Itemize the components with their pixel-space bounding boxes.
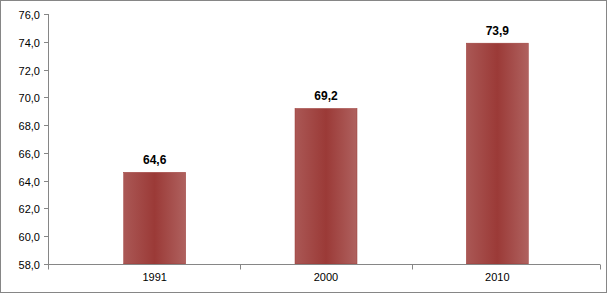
y-tick [44,14,48,15]
y-tick-label: 70,0 [19,92,40,104]
y-tick [44,125,48,126]
y-tick-label: 72,0 [19,65,40,77]
y-tick-label: 66,0 [19,148,40,160]
y-tick-label: 76,0 [19,9,40,21]
y-tick-label: 60,0 [19,231,40,243]
x-tick-label: 2000 [314,271,338,283]
y-tick [44,97,48,98]
x-tick [48,265,49,270]
y-tick-label: 62,0 [19,203,40,215]
y-tick [44,70,48,71]
bar [124,172,186,264]
x-tick-label: 2010 [485,271,509,283]
data-label: 69,2 [314,89,338,103]
y-tick [44,236,48,237]
y-tick [44,264,48,265]
chart-frame [1,1,607,293]
x-tick [240,265,241,270]
y-tick [44,42,48,43]
bars [124,43,529,264]
y-tick-label: 58,0 [19,259,40,271]
x-axis-line [48,264,600,265]
bar [295,108,357,264]
y-axis-line [48,14,49,264]
x-tick [412,265,413,270]
data-label: 64,6 [143,153,167,167]
y-tick-label: 68,0 [19,120,40,132]
chart-container: 58,0 60,0 62,0 64,0 66,0 68,0 70,0 72,0 74,0 76,0… [0,0,607,293]
y-tick [44,208,48,209]
x-tick [600,265,601,270]
x-tick-label: 1991 [142,271,166,283]
y-tick [44,153,48,154]
data-label: 73,9 [486,24,510,38]
chart-svg: 58,0 60,0 62,0 64,0 66,0 68,0 70,0 72,0 74,0 76,0… [0,0,607,293]
y-tick-label: 74,0 [19,37,40,49]
bar [466,43,528,264]
y-tick [44,181,48,182]
y-tick-label: 64,0 [19,176,40,188]
